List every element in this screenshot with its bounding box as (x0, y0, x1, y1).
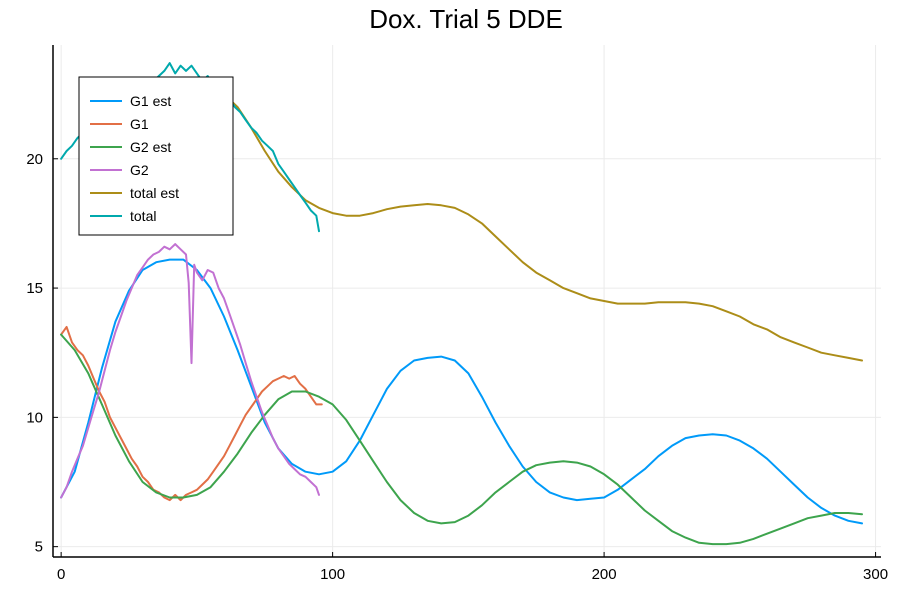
series-line-g1-est (60, 258, 863, 525)
legend-label-g2-est: G2 est (130, 139, 171, 155)
y-tick-label: 5 (35, 539, 43, 556)
y-tick-label: 15 (26, 280, 43, 297)
x-tick-label: 200 (592, 566, 617, 583)
series-group (60, 62, 863, 546)
x-tick-label: 300 (863, 566, 888, 583)
legend-box (78, 76, 234, 236)
y-tick-label: 10 (26, 409, 43, 426)
legend-label-g1: G1 (130, 116, 149, 132)
series-line-g1 (60, 325, 323, 502)
chart-title: Dox. Trial 5 DDE (369, 4, 563, 34)
legend-label-total-est: total est (130, 185, 179, 201)
series-line-total-est (223, 93, 863, 362)
legend-label-g2: G2 (130, 162, 149, 178)
x-tick-label: 100 (320, 566, 345, 583)
ticks: 0 100 200 300 5 10 15 20 (26, 151, 888, 583)
series-line-g2 (60, 243, 320, 499)
y-tick-label: 20 (26, 151, 43, 168)
legend: G1 est G1 G2 est G2 total est total (78, 76, 234, 236)
series-line-g2-est (60, 333, 863, 546)
legend-label-g1-est: G1 est (130, 93, 171, 109)
x-tick-label: 0 (57, 566, 65, 583)
grid (53, 45, 881, 557)
legend-label-total: total (130, 208, 156, 224)
